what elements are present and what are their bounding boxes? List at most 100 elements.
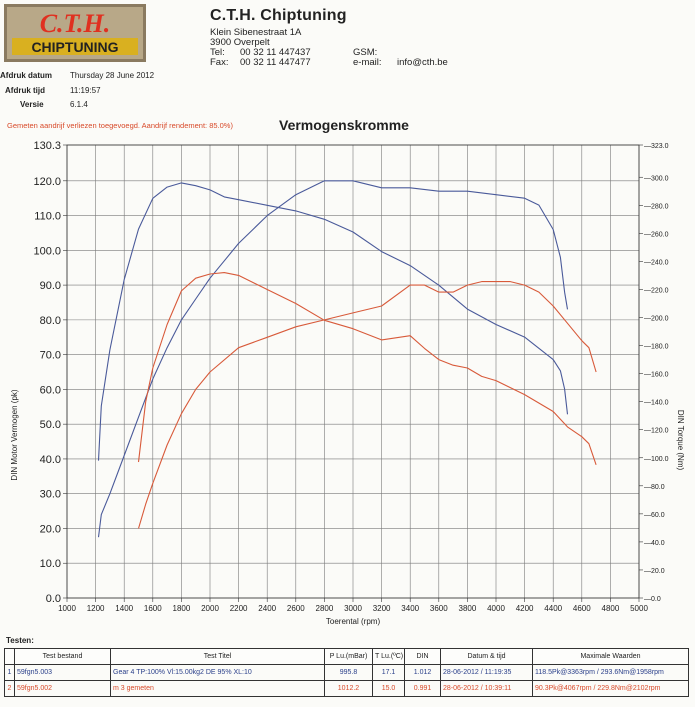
version-label: Versie (20, 100, 44, 109)
x-tick-label: 1000 (58, 604, 76, 613)
chart-series (97, 180, 597, 538)
tuned-torque-line (97, 182, 569, 461)
company-name: C.T.H. Chiptuning (210, 7, 347, 24)
y-tick-label: 130.3 (33, 140, 61, 152)
stock-power-line (137, 281, 597, 529)
x-tick-label: 3200 (373, 604, 391, 613)
print-date-value: Thursday 28 June 2012 (70, 71, 155, 80)
row-max-values: 118.5Pk@3363rpm / 293.6Nm@1958rpm (532, 664, 689, 681)
y2-axis-label: DIN Torque (Nm) (676, 410, 685, 471)
col-temperature: T Lu.(ºC) (372, 648, 405, 665)
y-tick-label: 80.0 (40, 315, 61, 327)
y-tick-label: 70.0 (40, 350, 61, 362)
tests-table: Test bestand Test Titel P Lu.(mBar) T Lu… (4, 648, 689, 697)
tests-header-row: Test bestand Test Titel P Lu.(mBar) T Lu… (4, 648, 689, 665)
y-axis-ticks: 0.0 10.0 20.0 30.0 40.0 50.0 60.0 70.0 80.0 90.0 1… (33, 140, 67, 605)
y-tick-label: 30.0 (40, 489, 61, 501)
chart-grid (66, 144, 640, 599)
y2-tick-label: —280.0 (644, 203, 669, 210)
table-row[interactable]: 1 59fgn5.003 Gear 4 TP:100% Vl:15.00kg2 … (4, 664, 689, 681)
x-tick-label: 1400 (115, 604, 133, 613)
y-tick-label: 120.0 (33, 176, 61, 188)
row-max-values: 90.3Pk@4067rpm / 229.8Nm@2102rpm (532, 680, 689, 697)
print-time-label: Afdruk tijd (5, 86, 45, 95)
row-pressure: 995.8 (324, 664, 373, 681)
x-tick-label: 2800 (316, 604, 334, 613)
x-tick-label: 3800 (459, 604, 477, 613)
x-tick-label: 1600 (144, 604, 162, 613)
y-axis-label: DIN Motor Vermogen (pk) (10, 389, 19, 480)
col-max-values: Maximale Waarden (532, 648, 689, 665)
tel-label: Tel: (210, 47, 225, 58)
y2-tick-label: —260.0 (644, 231, 669, 238)
x-tick-label: 4800 (602, 604, 620, 613)
dyno-chart: 1000 1200 1400 1600 1800 2000 2200 2400 2600 2800… (10, 140, 685, 626)
tests-heading: Testen: (6, 636, 34, 645)
x-tick-label: 2200 (230, 604, 248, 613)
row-file: 59fgn5.002 (14, 680, 111, 697)
fax-value: 00 32 11 447477 (240, 57, 311, 68)
tuned-power-line (97, 180, 569, 538)
gsm-label: GSM: (353, 47, 378, 58)
svg-text:CHIPTUNING: CHIPTUNING (31, 39, 118, 55)
row-din: 1.012 (404, 664, 441, 681)
y2-tick-label: —80.0 (644, 484, 665, 491)
x-tick-label: 4600 (573, 604, 591, 613)
svg-text:C.T.H.: C.T.H. (40, 9, 111, 38)
y-tick-label: 0.0 (46, 593, 61, 605)
print-date-label: Afdruk datum (0, 71, 52, 80)
col-pressure: P Lu.(mBar) (324, 648, 373, 665)
x-tick-label: 1200 (87, 604, 105, 613)
company-city: 3900 Overpelt (210, 37, 270, 48)
power-loss-note: Gemeten aandrijf verliezen toegevoegd. A… (7, 121, 233, 130)
y2-tick-label: —200.0 (644, 316, 669, 323)
email-label: e-mail: (353, 57, 382, 68)
y2-tick-label: —220.0 (644, 287, 669, 294)
row-temperature: 15.0 (372, 680, 405, 697)
y2-tick-label: —20.0 (644, 568, 665, 575)
col-din: DIN (404, 648, 441, 665)
y-tick-label: 110.0 (34, 211, 61, 223)
y-tick-label: 10.0 (40, 558, 61, 570)
y2-tick-label: —0.0 (644, 596, 661, 603)
x-tick-label: 4000 (487, 604, 505, 613)
x-tick-label: 3600 (430, 604, 448, 613)
version-value: 6.1.4 (70, 100, 88, 109)
company-street: Klein Sibenestraat 1A (210, 27, 302, 38)
y2-tick-label: —60.0 (644, 512, 665, 519)
x-tick-label: 4400 (544, 604, 562, 613)
y2-tick-label: —100.0 (644, 456, 669, 463)
y2-tick-label: —140.0 (644, 400, 669, 407)
row-datetime: 28-06-2012 / 11:19:35 (440, 664, 533, 681)
chart-title: Vermogenskromme (279, 117, 409, 133)
y-tick-label: 60.0 (40, 384, 61, 396)
x-axis-label: Toerental (rpm) (326, 617, 381, 626)
x-tick-label: 2400 (258, 604, 276, 613)
x-tick-label: 1800 (173, 604, 191, 613)
row-title: Gear 4 TP:100% Vl:15.00kg2 DE 95% XL:10 (110, 664, 325, 681)
row-din: 0.991 (404, 680, 441, 697)
row-index: 2 (4, 680, 15, 697)
row-temperature: 17.1 (372, 664, 405, 681)
y-tick-label: 90.0 (40, 280, 61, 292)
table-row[interactable]: 2 59fgn5.002 m 3 gemeten 1012.2 15.0 0.9… (4, 680, 689, 697)
x-axis-ticks: 1000 1200 1400 1600 1800 2000 2200 2400 2600 2800… (58, 598, 648, 613)
y2-tick-label: —160.0 (644, 372, 669, 379)
row-title: m 3 gemeten (110, 680, 325, 697)
print-time-value: 11:19:57 (70, 86, 101, 95)
col-index (4, 648, 15, 665)
y-tick-label: 100.0 (33, 245, 61, 257)
y2-tick-label: —180.0 (644, 344, 669, 351)
x-tick-label: 2600 (287, 604, 305, 613)
x-tick-label: 2000 (201, 604, 219, 613)
x-tick-label: 5000 (630, 604, 648, 613)
x-tick-label: 3000 (344, 604, 362, 613)
row-file: 59fgn5.003 (14, 664, 111, 681)
y-tick-label: 50.0 (40, 419, 61, 431)
y2-tick-label: —120.0 (644, 428, 669, 435)
email-value: info@cth.be (397, 57, 448, 68)
col-test-title: Test Titel (110, 648, 325, 665)
tel-value: 00 32 11 447437 (240, 47, 311, 58)
col-datetime: Datum & tijd (440, 648, 533, 665)
y-tick-label: 40.0 (40, 454, 61, 466)
